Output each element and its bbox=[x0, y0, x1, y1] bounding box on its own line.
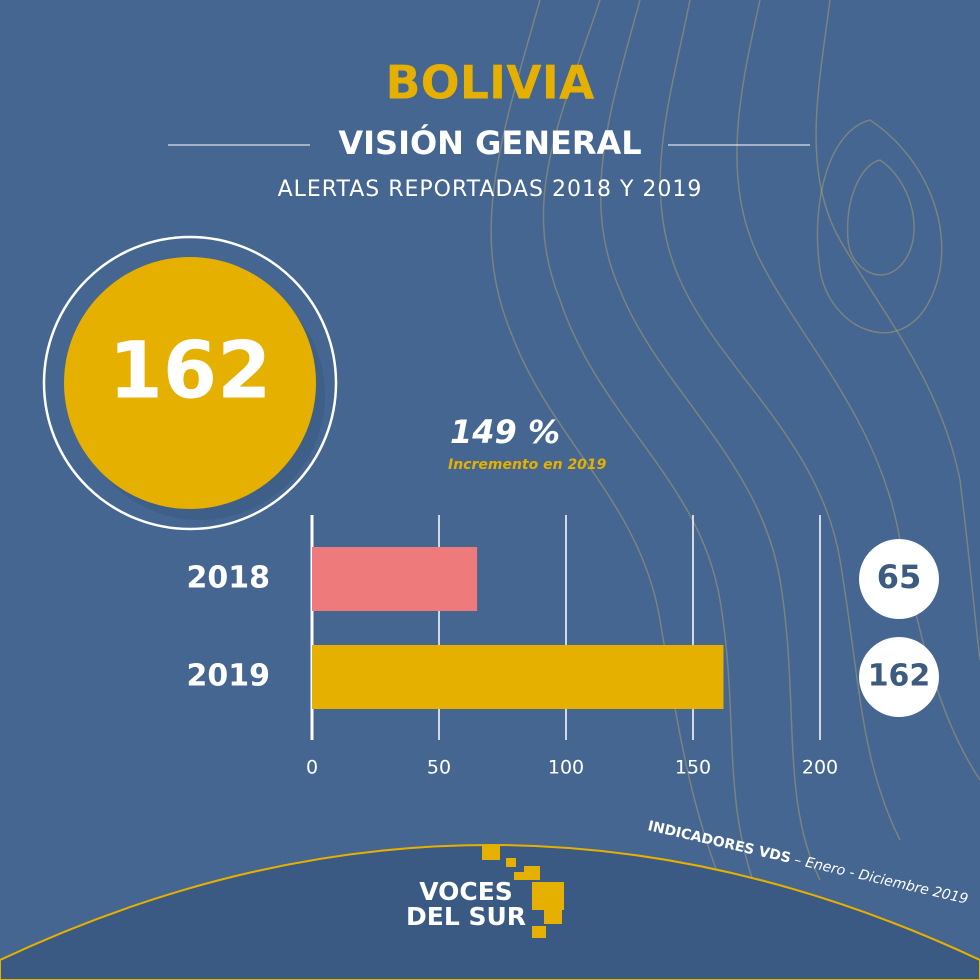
x-tick-label: 50 bbox=[427, 757, 451, 779]
change-label: 149 % bbox=[450, 413, 560, 451]
x-tick-label: 100 bbox=[548, 757, 584, 779]
footer-band bbox=[0, 844, 980, 980]
caption: ALERTAS REPORTADAS 2018 Y 2019 bbox=[278, 177, 703, 202]
logo-line1: VOCES bbox=[419, 877, 513, 906]
subtitle: VISIÓN GENERAL bbox=[338, 123, 641, 162]
bar bbox=[312, 645, 724, 709]
title: BOLIVIA bbox=[386, 56, 595, 110]
contour-decoration bbox=[490, 0, 980, 901]
plot: 0 50 100 150 200 2018 65 2019 162 bbox=[187, 515, 939, 779]
x-tick-label: 200 bbox=[802, 757, 838, 779]
value-badge bbox=[859, 637, 939, 717]
total-ring bbox=[42, 235, 338, 531]
y-tick-label: 2019 bbox=[187, 659, 271, 694]
value-label: 162 bbox=[868, 659, 931, 694]
y-tick-label: 2018 bbox=[187, 561, 271, 596]
total-circle bbox=[64, 257, 316, 509]
x-tick-label: 150 bbox=[675, 757, 711, 779]
total-value: 162 bbox=[109, 326, 272, 416]
bar bbox=[312, 547, 478, 611]
logo-icon bbox=[482, 846, 564, 938]
value-badge bbox=[859, 539, 939, 619]
value-label: 65 bbox=[877, 558, 922, 596]
x-tick-label: 0 bbox=[306, 757, 318, 779]
logo-line2: DEL SUR bbox=[406, 902, 526, 931]
change-note: Incremento en 2019 bbox=[448, 457, 607, 473]
